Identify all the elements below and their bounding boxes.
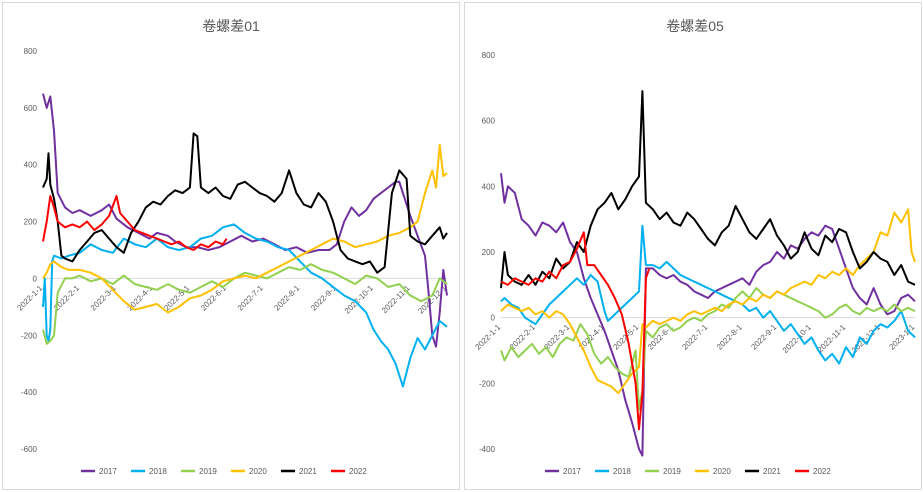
y-tick-label: 400: [482, 182, 496, 191]
y-tick-label: 600: [24, 104, 38, 113]
chart-title: 卷螺差05: [666, 18, 724, 34]
chart-panel-right: 卷螺差05 -400 -200 0 200 400 600 800 2022-1-1 2022-2…: [464, 2, 922, 490]
x-tick-label: 2022-10-1: [781, 322, 814, 355]
legend-label-2022: 2022: [813, 467, 831, 476]
legend-label-2019: 2019: [663, 467, 681, 476]
series-line-2018: [42, 223, 448, 388]
series-line-2019: [42, 263, 448, 345]
x-tick-label: 2022-10-1: [343, 283, 376, 316]
y-tick-label: 800: [24, 47, 38, 56]
legend-label-2022: 2022: [349, 467, 367, 476]
legend-label-2018: 2018: [613, 467, 631, 476]
x-tick-label: 2022-3-1: [89, 283, 118, 312]
legend-label-2020: 2020: [713, 467, 731, 476]
series-line-2017: [500, 173, 916, 457]
y-tick-label: -400: [21, 388, 38, 397]
y-tick-label: 400: [24, 161, 38, 170]
x-tick-label: 2022-8-1: [272, 283, 301, 312]
series-line-2021: [500, 90, 916, 289]
chart-panel-left: 卷螺差01 -600 -400 -200 0 200 400 600 800 2022-1-1 20…: [2, 2, 460, 490]
y-tick-label: 200: [482, 248, 496, 257]
x-tick-label: 2022-8-1: [715, 322, 744, 351]
legend-label-2017: 2017: [563, 467, 581, 476]
legend-label-2017: 2017: [99, 467, 117, 476]
series-line-2022: [42, 195, 228, 251]
series-line-2018: [500, 224, 916, 365]
chart-left-svg: 卷螺差01 -600 -400 -200 0 200 400 600 800 2022-1-1 20…: [15, 18, 449, 476]
series-line-2020: [42, 143, 448, 314]
legend-label-2020: 2020: [249, 467, 267, 476]
x-tick-label: 2022-12-1: [416, 283, 449, 316]
y-tick-label: -600: [21, 445, 38, 454]
legend-label-2021: 2021: [299, 467, 317, 476]
x-tick-label: 2022-11-1: [816, 322, 848, 354]
x-tick-label: 2022-1-1: [15, 283, 44, 312]
y-tick-label: 200: [24, 218, 38, 227]
y-tick-label: -400: [479, 445, 496, 454]
y-tick-label: 600: [482, 117, 496, 126]
x-tick-label: 2022-11-1: [380, 283, 412, 315]
y-tick-label: -200: [479, 379, 496, 388]
series-line-2020: [500, 208, 916, 395]
x-tick-label: 2022-9-1: [749, 322, 778, 351]
x-tick-label: 2023-1-1: [887, 322, 916, 351]
series-line-2019: [500, 287, 916, 411]
legend-label-2019: 2019: [199, 467, 217, 476]
x-tick-label: 2022-7-1: [680, 322, 709, 351]
y-tick-label: 0: [33, 274, 38, 283]
legend-label-2021: 2021: [763, 467, 781, 476]
x-tick-label: 2022-1-1: [473, 322, 502, 351]
series-line-2022: [500, 231, 651, 431]
series-line-2021: [42, 132, 448, 274]
y-tick-label: 800: [482, 51, 496, 60]
legend-label-2018: 2018: [149, 467, 167, 476]
y-tick-label: 0: [491, 314, 496, 323]
y-tick-label: -200: [21, 331, 38, 340]
chart-title: 卷螺差01: [202, 18, 260, 34]
x-tick-label: 2022-7-1: [236, 283, 265, 312]
